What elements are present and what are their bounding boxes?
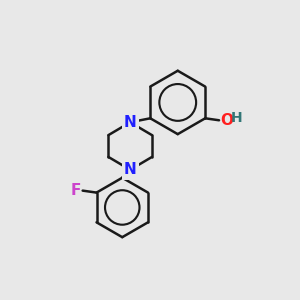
Text: O: O: [220, 113, 233, 128]
Text: N: N: [124, 115, 136, 130]
Text: F: F: [70, 183, 81, 198]
Text: H: H: [231, 111, 243, 125]
Text: N: N: [124, 162, 136, 177]
